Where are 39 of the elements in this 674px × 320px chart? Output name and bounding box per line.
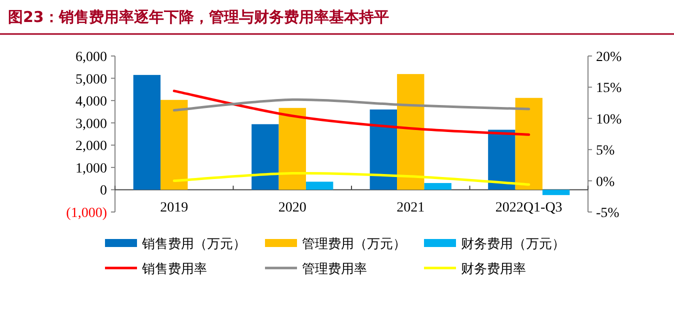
legend-label: 管理费用率 [302, 261, 367, 277]
bar [424, 183, 452, 190]
legend-label: 销售费用（万元） [141, 237, 246, 252]
x-tick-label: 2019 [160, 200, 188, 216]
y2-tick-label: 10% [596, 112, 622, 128]
bar [252, 124, 279, 190]
bar [542, 190, 570, 196]
legend-label: 管理费用（万元） [302, 237, 406, 252]
y-tick-label: 1,000 [76, 161, 107, 176]
line-series [172, 172, 530, 186]
line-series [172, 90, 530, 136]
y2-tick-label: 5% [596, 144, 615, 159]
x-tick-label: 2020 [278, 200, 306, 216]
y2-tick-label: 20% [596, 50, 622, 65]
bar [278, 108, 306, 190]
bar [306, 182, 334, 190]
y-tick-label: 4,000 [76, 94, 107, 110]
legend-label: 销售费用率 [141, 261, 207, 277]
y-tick-label: 2,000 [76, 139, 107, 154]
x-tick-label: 2021 [396, 200, 425, 216]
y-tick-label: 6,000 [76, 50, 107, 65]
bar [133, 74, 161, 190]
bar [488, 130, 516, 190]
bar [370, 109, 398, 190]
y2-tick-label: 0% [596, 174, 615, 190]
bar [515, 98, 542, 190]
legend-label: 财务费用（万元） [461, 237, 565, 252]
y2-tick-label: -5% [596, 206, 620, 221]
y-tick-label: (1,000) [66, 206, 108, 221]
bar [160, 100, 188, 190]
bar [397, 74, 424, 190]
y-tick-label: 0 [100, 184, 107, 199]
x-tick-label: 2022Q1-Q3 [495, 200, 562, 216]
legend-label: 财务费用率 [461, 261, 526, 277]
line-series [172, 98, 530, 112]
y-tick-label: 3,000 [76, 116, 107, 132]
y-tick-label: 5,000 [76, 72, 107, 88]
chart-title: 图23：销售费用率逐年下降，管理与财务费用率基本持平 [8, 8, 389, 26]
y2-tick-label: 15% [596, 81, 622, 96]
